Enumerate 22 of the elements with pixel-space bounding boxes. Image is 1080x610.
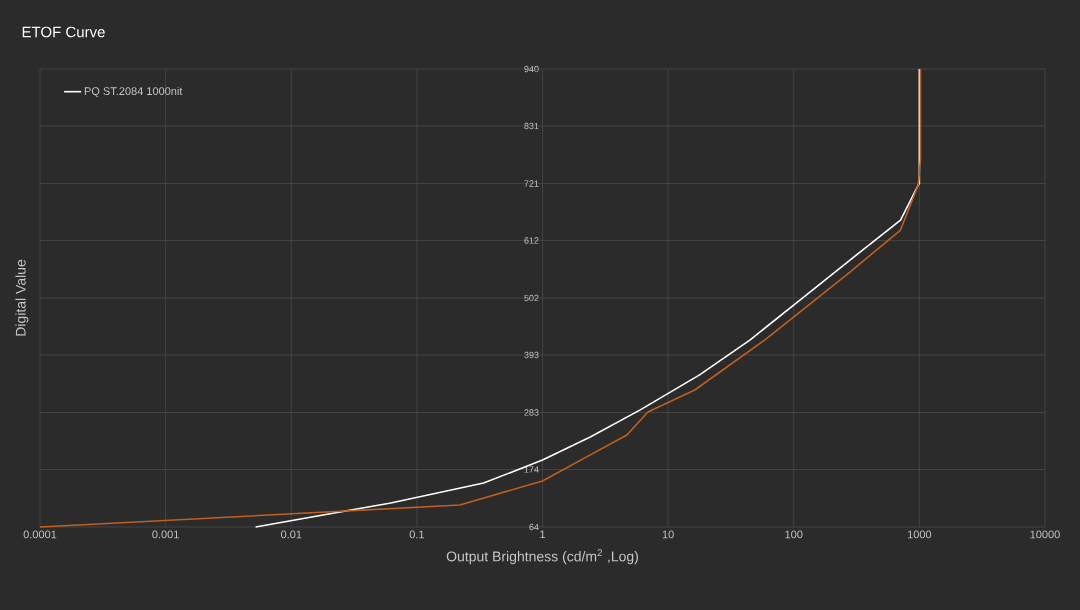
y-tick-label: 393 bbox=[524, 351, 539, 359]
y-tick-label: 940 bbox=[524, 65, 539, 73]
y-axis-title: Digital Value bbox=[15, 259, 29, 336]
y-tick-label: 502 bbox=[524, 294, 539, 302]
y-tick-label: 283 bbox=[524, 409, 539, 416]
y-tick-label: 174 bbox=[524, 466, 539, 473]
chart-title: ETOF Curve bbox=[22, 26, 105, 38]
x-tick-label: 0.001 bbox=[152, 530, 179, 539]
x-tick-label: 0.01 bbox=[280, 530, 302, 539]
x-tick-label: 1000 bbox=[907, 530, 932, 539]
x-tick-label: 10000 bbox=[1030, 530, 1060, 539]
x-tick-label: 10 bbox=[662, 530, 674, 539]
y-tick-label: 831 bbox=[524, 122, 539, 130]
x-tick-label: 0.1 bbox=[409, 530, 424, 539]
y-tick-label: 612 bbox=[524, 237, 539, 244]
y-tick-label: 721 bbox=[524, 180, 539, 187]
x-tick-label: 1 bbox=[540, 530, 546, 539]
x-axis-title: Output Brightness (cd/m$^{2}$ ,Log) bbox=[446, 549, 638, 565]
x-tick-label: 0.0001 bbox=[23, 530, 57, 539]
x-tick-label: 100 bbox=[785, 530, 803, 539]
y-tick-label: 64 bbox=[529, 523, 539, 531]
legend-label: PQ ST.2084 1000nit bbox=[84, 86, 183, 97]
